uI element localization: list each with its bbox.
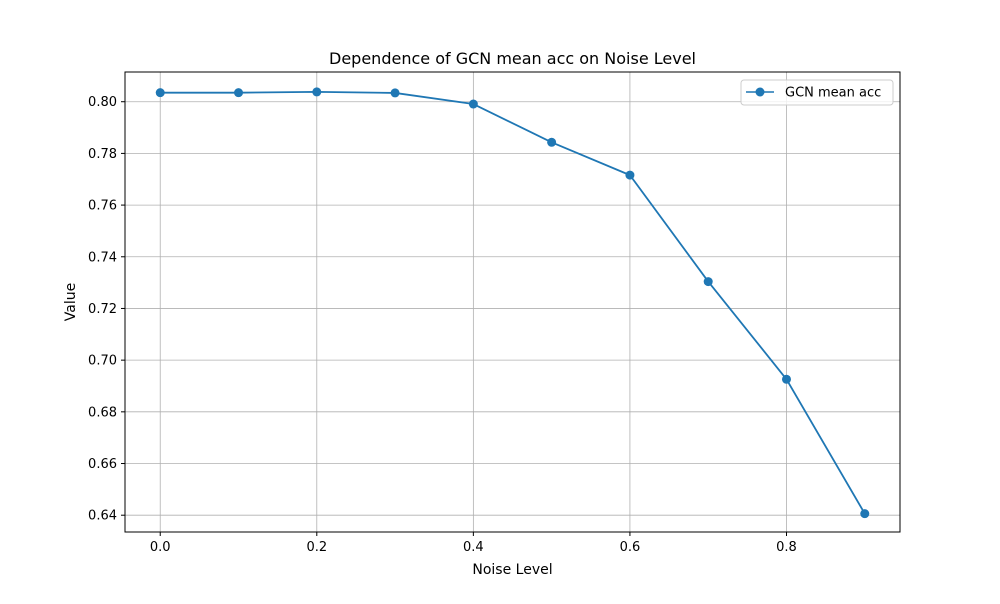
series-line: [160, 91, 866, 515]
plot-area-frame: [124, 71, 901, 533]
legend-marker-swatch: [755, 87, 765, 97]
y-tick-label: 0.78: [88, 147, 117, 162]
x-tick-label: 0.6: [620, 540, 641, 555]
chart-title: Dependence of GCN mean acc on Noise Leve…: [329, 49, 696, 68]
grid-lines: [125, 72, 900, 532]
data-point: [234, 88, 244, 98]
x-tick-label: 0.4: [463, 540, 484, 555]
data-point: [155, 88, 165, 98]
legend: GCN mean acc: [740, 79, 894, 106]
axis-ticks: 0.0 0.2 0.4 0.6 0.8 0.64 0.66 0.68 0.70 0.72 0.74 0…: [88, 95, 797, 555]
data-point: [703, 277, 713, 287]
y-tick-label: 0.74: [88, 250, 117, 265]
y-tick-label: 0.68: [88, 405, 117, 420]
data-point: [312, 87, 322, 97]
x-tick-label: 0.0: [150, 540, 171, 555]
y-tick-label: 0.72: [88, 302, 117, 317]
data-point: [781, 374, 791, 384]
data-point: [390, 88, 400, 98]
y-tick-label: 0.70: [88, 354, 117, 369]
data-point: [468, 99, 478, 109]
data-point: [547, 137, 557, 147]
y-tick-label: 0.76: [88, 199, 117, 214]
y-tick-label: 0.66: [88, 457, 117, 472]
x-axis-title: Noise Level: [472, 562, 552, 578]
x-tick-label: 0.2: [306, 540, 327, 555]
y-axis-title: Value: [63, 283, 79, 321]
data-point: [625, 170, 635, 180]
legend-box: [740, 79, 894, 106]
y-tick-label: 0.64: [88, 509, 117, 524]
series-layer: [155, 87, 870, 519]
x-tick-label: 0.8: [776, 540, 797, 555]
data-point: [860, 509, 870, 519]
y-tick-label: 0.80: [88, 95, 117, 110]
legend-label: GCN mean acc: [785, 86, 881, 101]
